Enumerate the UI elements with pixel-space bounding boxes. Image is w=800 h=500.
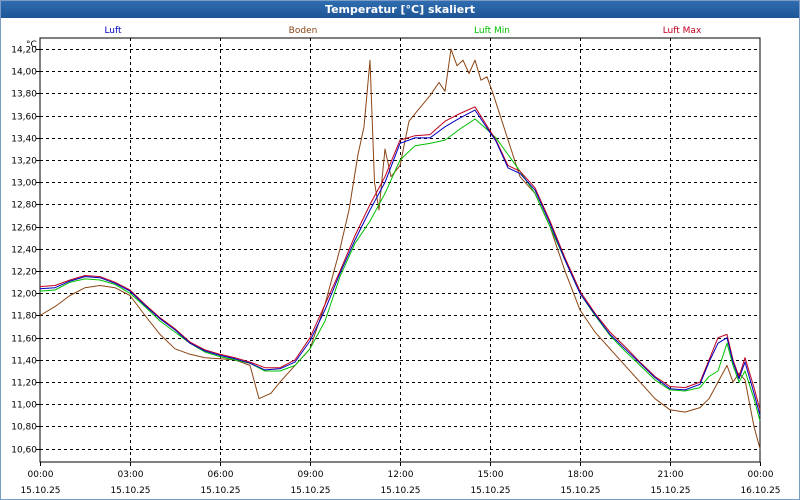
x-tick-date: 15.10.25 <box>470 486 510 496</box>
x-tick-date: 16.10.25 <box>740 486 780 496</box>
y-tick-label: 12,40 <box>11 246 37 256</box>
legend-entry-luft: Luft <box>104 26 122 36</box>
y-tick-label: 12,00 <box>11 290 37 300</box>
y-tick-label: 10,60 <box>11 446 37 456</box>
y-tick-label: 13,00 <box>11 179 37 189</box>
x-tick-time: 06:00 <box>208 470 234 480</box>
y-tick-label: 12,60 <box>11 224 37 234</box>
series-line-boden <box>39 48 761 449</box>
legend-entry-luft-max: Luft Max <box>663 26 702 36</box>
y-tick-label: 10,80 <box>11 423 37 433</box>
x-tick-date: 15.10.25 <box>290 486 330 496</box>
y-axis-label: °C <box>26 40 37 50</box>
x-tick-time: 15:00 <box>478 470 504 480</box>
y-tick-label: 12,20 <box>11 268 37 278</box>
x-tick-time: 00:00 <box>28 470 54 480</box>
y-tick-label: 11,20 <box>11 379 37 389</box>
x-tick-time: 18:00 <box>568 470 594 480</box>
legend-entry-luft-min: Luft Min <box>474 26 510 36</box>
x-tick-time: 03:00 <box>118 470 144 480</box>
x-tick-date: 15.10.25 <box>20 486 60 496</box>
x-tick-date: 15.10.25 <box>200 486 240 496</box>
x-tick-time: 00:00 <box>748 470 774 480</box>
y-tick-label: 14,00 <box>11 68 37 78</box>
legend-layer: Boden Luft Min Luft Max Luft <box>104 26 702 36</box>
y-tick-label: 11,80 <box>11 312 37 322</box>
x-tick-time: 09:00 <box>298 470 324 480</box>
series-line-luft <box>39 109 761 416</box>
x-tick-date: 15.10.25 <box>560 486 600 496</box>
series-line-luft-min <box>39 118 761 422</box>
y-tick-label: 13,80 <box>11 90 37 100</box>
series-line-luft-max <box>39 106 761 410</box>
grid-layer <box>39 37 761 463</box>
series-layer <box>39 48 761 449</box>
y-tick-label: 13,20 <box>11 157 37 167</box>
x-tick-date: 15.10.25 <box>110 486 150 496</box>
y-tick-label: 13,40 <box>11 135 37 145</box>
y-tick-label: 14,20 <box>11 46 37 56</box>
y-tick-label: 11,00 <box>11 401 37 411</box>
x-tick-time: 21:00 <box>658 470 684 480</box>
y-tick-label: 11,40 <box>11 357 37 367</box>
y-tick-label: 12,80 <box>11 201 37 211</box>
x-tick-date: 15.10.25 <box>380 486 420 496</box>
x-tick-time: 12:00 <box>388 470 414 480</box>
legend-entry-boden: Boden <box>289 26 318 36</box>
axes-layer: 14,20 14,00 13,80 13,60 13,40 13,20 13,00 12,80… <box>11 40 780 496</box>
chart-title: Temperatur [°C] skaliert <box>1 1 799 18</box>
x-tick-date: 15.10.25 <box>650 486 690 496</box>
y-tick-label: 11,60 <box>11 335 37 345</box>
y-tick-label: 13,60 <box>11 113 37 123</box>
